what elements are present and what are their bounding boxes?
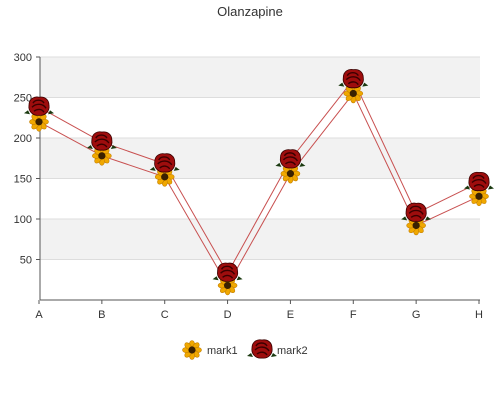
- x-tick-label: D: [224, 309, 232, 321]
- x-tick-label: A: [35, 309, 43, 321]
- x-tick-label: B: [98, 309, 105, 321]
- legend-label-mark1: mark1: [207, 345, 238, 357]
- rose-icon: [86, 131, 118, 151]
- y-tick-label: 250: [14, 93, 32, 105]
- x-tick-label: H: [475, 309, 483, 321]
- y-tick-label: 200: [14, 133, 32, 145]
- x-tick-label: C: [161, 309, 169, 321]
- y-tick-label: 100: [14, 214, 32, 226]
- y-tick-label: 50: [20, 255, 32, 267]
- legend-label-mark2: mark2: [277, 345, 308, 357]
- plot-band: [40, 57, 480, 98]
- chart-title: Olanzapine: [217, 4, 283, 19]
- series-markers: [23, 68, 495, 296]
- x-tick-label: E: [287, 309, 294, 321]
- series-lines: [38, 78, 480, 287]
- series-line-mark1: [38, 92, 480, 287]
- series-line-mark2: [38, 78, 480, 275]
- x-tick-label: G: [412, 309, 421, 321]
- gridlines: [40, 56, 480, 260]
- x-axis-ticks: A B C D E F G H: [35, 300, 483, 321]
- y-tick-label: 150: [14, 174, 32, 186]
- x-tick-label: F: [350, 309, 357, 321]
- legend-rose-icon: [246, 339, 278, 359]
- legend: mark1 mark2: [182, 339, 308, 360]
- plot-bands: [40, 57, 480, 260]
- y-tick-label: 300: [14, 52, 32, 64]
- legend-sunflower-icon: [182, 340, 202, 360]
- y-axis-ticks: 50 100 150 200 250 300: [14, 52, 40, 267]
- rose-icon: [400, 202, 432, 223]
- plot-band: [40, 138, 480, 179]
